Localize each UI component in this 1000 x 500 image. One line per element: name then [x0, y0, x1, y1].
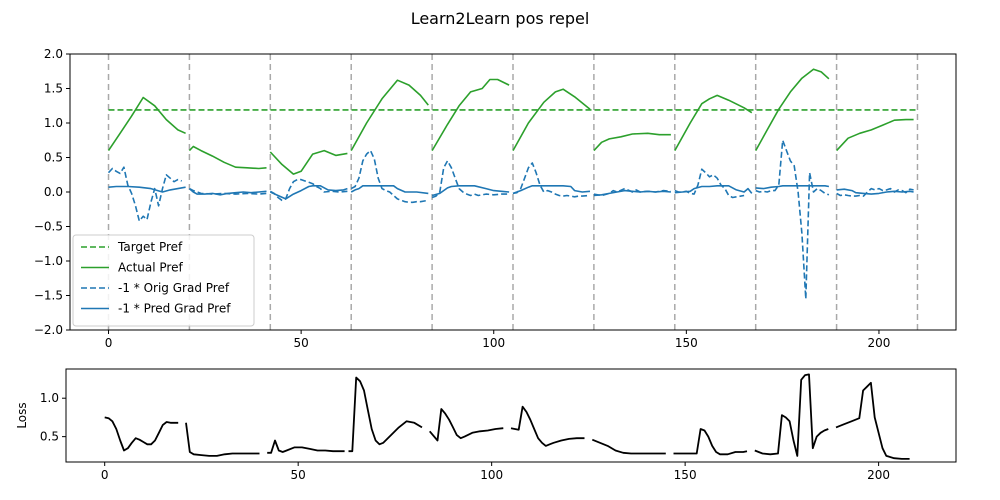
x-tick-label: 200: [867, 468, 890, 482]
1-pred-grad-pref-line: [431, 185, 510, 197]
1-pred-grad-pref-line: [350, 185, 429, 195]
y-tick-label: 2.0: [44, 47, 63, 61]
y-tick-label: 1.0: [40, 391, 59, 405]
bottom-x-axis: 0 50 100 150 200: [101, 462, 890, 482]
x-tick-label: 200: [868, 336, 891, 350]
actual-pref-line: [836, 118, 914, 152]
actual-pref-line: [107, 96, 186, 152]
top-panel: 0 50 100 150 200 −2.0 −1.5 −1.0 −0.5 0.0 0.5 1.0 1.…: [34, 47, 957, 350]
loss-line: [591, 438, 666, 455]
actual-pref-line: [431, 78, 510, 152]
y-tick-label: −0.5: [34, 220, 63, 234]
x-tick-label: 0: [101, 468, 109, 482]
y-tick-label: 1.5: [44, 82, 63, 96]
top-x-axis: 0 50 100 150 200: [105, 330, 891, 350]
loss-line: [429, 408, 504, 442]
legend-box: [72, 234, 255, 327]
actual-pref-line: [593, 132, 671, 152]
1-orig-grad-pref-line: [350, 149, 429, 204]
1-pred-grad-pref-line: [755, 185, 830, 190]
legend-label: Target Pref: [117, 240, 183, 254]
1-orig-grad-pref-line: [107, 166, 182, 222]
top-y-axis: −2.0 −1.5 −1.0 −0.5 0.0 0.5 1.0 1.5 2.0: [34, 47, 70, 337]
1-pred-grad-pref-line: [188, 187, 267, 196]
x-tick-label: 150: [674, 468, 697, 482]
1-pred-grad-pref-line: [269, 185, 348, 200]
bottom-axes-frame: [65, 368, 957, 463]
y-tick-label: −2.0: [34, 323, 63, 337]
x-tick-label: 50: [293, 336, 308, 350]
y-tick-label: 0.5: [40, 430, 59, 444]
actual-pref-line: [269, 149, 348, 175]
x-tick-label: 50: [291, 468, 306, 482]
x-tick-label: 100: [480, 468, 503, 482]
actual-pref-line: [755, 68, 830, 151]
legend-label: -1 * Orig Grad Pref: [118, 281, 230, 295]
actual-pref-line: [674, 94, 753, 151]
loss-line: [754, 373, 829, 457]
actual-pref-line: [512, 88, 591, 151]
1-pred-grad-pref-line: [593, 189, 671, 197]
1-pred-grad-pref-line: [836, 188, 914, 195]
1-orig-grad-pref-line: [836, 187, 914, 197]
loss-line: [185, 422, 260, 457]
actual-pref-line: [350, 79, 429, 151]
1-orig-grad-pref-line: [189, 187, 267, 195]
episode-boundaries: [107, 54, 919, 330]
loss-line: [510, 405, 585, 447]
loss-line: [673, 428, 748, 456]
y-tick-label: 0.0: [44, 185, 63, 199]
1-pred-grad-pref-line: [512, 185, 591, 195]
y-tick-label: 1.0: [44, 116, 63, 130]
bottom-panel: 0 50 100 150 200 0.5 1.0 Loss: [15, 368, 957, 482]
bottom-y-axis: 0.5 1.0: [40, 391, 66, 444]
1-pred-grad-pref-line: [674, 185, 753, 194]
loss-line: [835, 381, 910, 460]
figure-title: Learn2Learn pos repel: [411, 9, 590, 28]
1-pred-grad-pref-line: [108, 185, 186, 193]
legend: Target Pref Actual Pref -1 * Orig Grad Pre…: [72, 234, 255, 327]
1-orig-grad-pref-line: [431, 160, 510, 199]
y-tick-label: −1.0: [34, 254, 63, 268]
legend-label: -1 * Pred Grad Pref: [118, 302, 231, 316]
x-tick-label: 0: [105, 336, 113, 350]
loss-line: [104, 416, 179, 452]
y-tick-label: −1.5: [34, 289, 63, 303]
legend-label: Actual Pref: [118, 261, 183, 275]
loss-series: [104, 373, 910, 460]
loss-line: [267, 439, 345, 454]
y-tick-label: 0.5: [44, 151, 63, 165]
loss-axis-label: Loss: [15, 402, 29, 428]
bottom-plot-area: [66, 369, 956, 462]
actual-pref-line: [188, 145, 267, 170]
loss-line: [348, 376, 423, 453]
top-series: [107, 68, 918, 300]
1-orig-grad-pref-line: [755, 139, 830, 300]
1-orig-grad-pref-line: [269, 178, 348, 202]
x-tick-label: 150: [675, 336, 698, 350]
x-tick-label: 100: [482, 336, 505, 350]
1-orig-grad-pref-line: [512, 162, 591, 198]
